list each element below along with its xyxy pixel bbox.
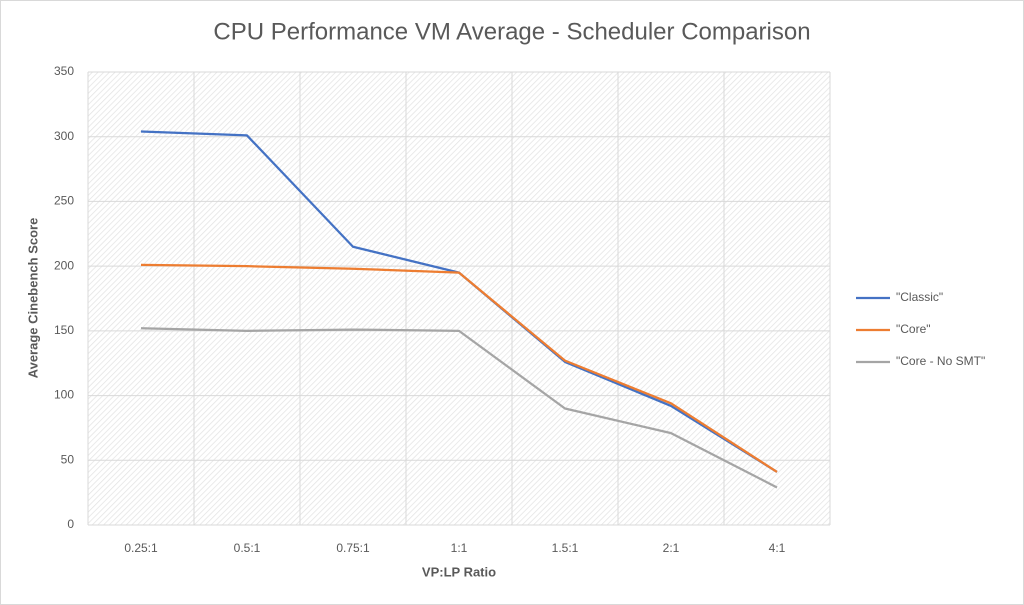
y-tick-label: 0 [67, 517, 74, 531]
x-tick-label: 0.75:1 [336, 541, 370, 555]
legend-label: "Classic" [896, 290, 943, 304]
y-tick-label: 150 [54, 323, 74, 337]
legend-label: "Core" [896, 322, 931, 336]
y-tick-label: 250 [54, 194, 74, 208]
y-tick-label: 50 [61, 452, 75, 466]
x-tick-label: 4:1 [769, 541, 786, 555]
x-tick-label: 1.5:1 [552, 541, 579, 555]
legend-label: "Core - No SMT" [896, 354, 985, 368]
plot-area [88, 72, 830, 525]
x-tick-label: 0.25:1 [124, 541, 158, 555]
y-tick-label: 350 [54, 64, 74, 78]
chart-title: CPU Performance VM Average - Scheduler C… [213, 18, 810, 45]
x-tick-label: 0.5:1 [234, 541, 261, 555]
x-tick-label: 2:1 [663, 541, 680, 555]
y-axis-label: Average Cinebench Score [25, 218, 40, 379]
y-tick-label: 100 [54, 388, 74, 402]
x-axis-label: VP:LP Ratio [422, 564, 496, 579]
y-tick-label: 300 [54, 129, 74, 143]
series-line [140, 327, 778, 489]
y-tick-label: 200 [54, 258, 74, 272]
x-tick-label: 1:1 [451, 541, 468, 555]
series-line [140, 263, 778, 473]
